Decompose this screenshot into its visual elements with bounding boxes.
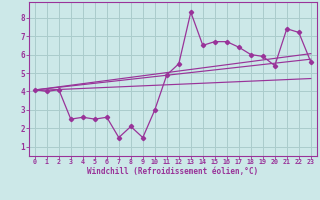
X-axis label: Windchill (Refroidissement éolien,°C): Windchill (Refroidissement éolien,°C) [87, 167, 258, 176]
